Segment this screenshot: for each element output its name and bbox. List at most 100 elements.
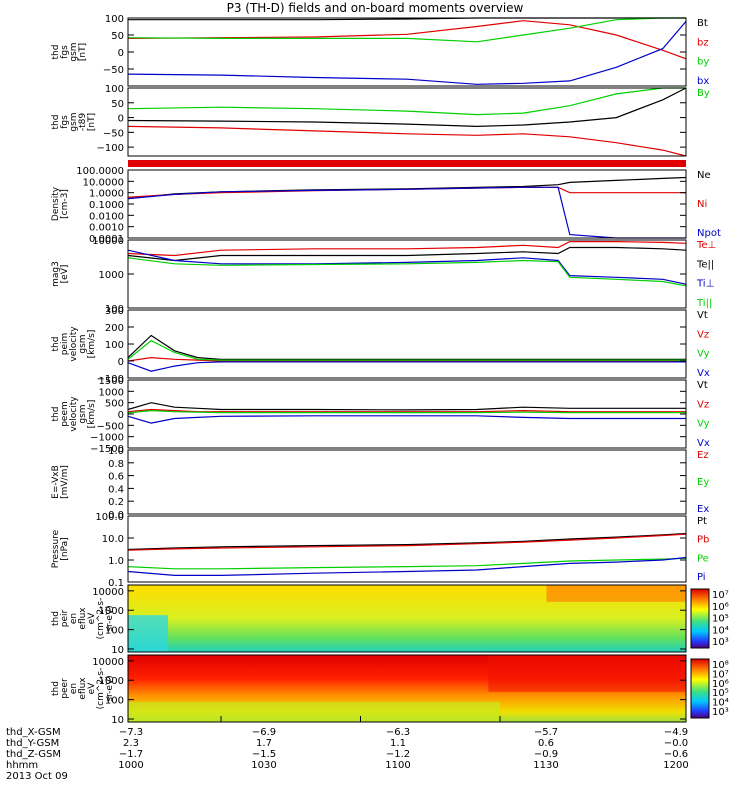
x-row-label-thd_X-GSM: thd_X-GSM (6, 727, 61, 738)
chart-title: P3 (TH-D) fields and on-board moments ov… (226, 1, 524, 15)
panel-frame-2 (127, 169, 687, 239)
y-tick-label: 0 (118, 410, 124, 421)
x-row-value: 1030 (251, 760, 276, 771)
series-line-Pt (127, 532, 687, 551)
y-axis-label: Pressure (51, 529, 61, 568)
y-tick-label: 100 (105, 14, 124, 25)
colorbar-tick-label: 10³ (712, 707, 729, 718)
y-axis-label: (cm^2-s- (96, 598, 106, 640)
y-tick-label: 1000 (99, 606, 124, 617)
y-axis-label: thd (51, 115, 61, 130)
x-row-value: −0.9 (534, 749, 558, 760)
series-line-Vt (127, 402, 686, 411)
x-row-value: −4.9 (664, 727, 688, 738)
y-tick-label: −1500 (90, 444, 124, 455)
y-axis-label: peim (60, 333, 70, 356)
x-row-value: −7.3 (119, 727, 143, 738)
y-tick-label: 100 (105, 340, 124, 351)
legend-entry-Pt: Pt (697, 516, 707, 527)
y-tick-label: 1.0 (108, 556, 124, 567)
y-tick-label: 10000 (92, 236, 124, 247)
x-row-value: 1.1 (390, 738, 406, 749)
series-line-Vy (127, 339, 686, 361)
legend-entry-Vz: Vz (697, 329, 709, 340)
y-axis-label: en (69, 613, 79, 624)
y-axis-label: velocity (69, 326, 79, 362)
colorbar-tick-label: 10⁵ (712, 688, 729, 699)
y-axis-label: E=-VxB (51, 465, 61, 499)
y-tick-label: 50 (111, 99, 124, 110)
panel-frame-5 (127, 379, 687, 449)
x-row-value: 1000 (118, 760, 143, 771)
y-tick-label: 200 (105, 323, 124, 334)
panel-frame-6 (127, 449, 687, 515)
y-tick-label: 0 (118, 48, 124, 59)
x-row-label-hhmm: hhmm (6, 760, 38, 771)
y-tick-label: 10000 (92, 657, 124, 668)
colorbar-tick-label: 10⁷ (712, 669, 729, 680)
legend-entry-Te||: Te|| (696, 259, 714, 270)
legend-entry-Ni: Ni (697, 199, 707, 210)
y-tick-label: −50 (103, 65, 124, 76)
y-tick-label: 0.0100 (89, 211, 124, 222)
y-axis-label: [nT] (78, 43, 88, 61)
colorbar-tick-label: 10³ (712, 637, 729, 648)
y-axis-label: thd (51, 407, 61, 422)
legend-entry-Bt: Bt (697, 18, 708, 29)
y-axis-label: sr-eV) (105, 605, 115, 631)
legend-entry-Pe: Pe (697, 553, 709, 564)
series-line-bz (127, 20, 687, 60)
y-axis-label: -t89 (78, 113, 88, 132)
y-tick-label: 10 (111, 715, 124, 726)
y-axis-label: peir (60, 609, 70, 627)
series-line-By (127, 87, 686, 116)
x-row-value: −0.6 (664, 749, 688, 760)
legend-entry-Ti||: Ti|| (696, 298, 712, 309)
y-tick-label: 10.0 (102, 534, 124, 545)
y-tick-label: 0.0 (108, 510, 124, 521)
spectrogram-high-energy-patch (488, 655, 686, 692)
legend-entry-By: By (697, 88, 710, 99)
panel-frame-3 (127, 239, 687, 309)
x-row-value: −6.9 (252, 727, 276, 738)
y-axis-label: sr-eV) (105, 675, 115, 701)
legend-entry-Pi: Pi (697, 572, 706, 583)
x-row-value: 0.6 (538, 738, 554, 749)
y-axis-label: eV (87, 612, 97, 625)
y-axis-label: [nPa] (60, 537, 70, 560)
x-row-value: 1130 (533, 760, 558, 771)
y-tick-label: 1000 (99, 676, 124, 687)
y-axis-label: gsm (69, 112, 79, 131)
series-line-Vx (127, 361, 686, 372)
y-tick-label: −50 (103, 128, 124, 139)
spectrogram-low-energy-patch (128, 615, 168, 652)
series-line-Te⊥ (127, 241, 687, 257)
y-axis-label: peem (60, 401, 70, 427)
y-axis-label: peer (60, 678, 70, 699)
y-tick-label: 0.1 (108, 578, 124, 589)
x-row-value: −1.7 (119, 749, 143, 760)
series-line-Ti⊥ (127, 249, 687, 285)
spectrogram-high-energy-patch (546, 585, 686, 602)
x-row-value: −5.7 (534, 727, 558, 738)
y-tick-label: 1000 (99, 270, 124, 281)
y-tick-label: 0.1000 (89, 200, 124, 211)
y-axis-label: eV (87, 682, 97, 695)
legend-entry-Vt: Vt (697, 380, 708, 391)
x-row-value: −1.2 (386, 749, 410, 760)
series-line-black (127, 87, 687, 128)
x-row-value: −0.0 (664, 738, 688, 749)
panel-frame-7 (127, 515, 687, 583)
colorbar-tick-label: 10⁴ (712, 698, 729, 709)
x-row-label-thd_Y-GSM: thd_Y-GSM (6, 738, 59, 749)
y-axis-label: eflux (78, 677, 88, 700)
y-axis-label: gsm (78, 404, 88, 423)
y-tick-label: 10 (111, 645, 124, 656)
y-axis-label: thd (51, 45, 61, 60)
y-axis-label: [cm-3] (60, 189, 70, 219)
legend-entry-Pb: Pb (697, 535, 709, 546)
y-tick-label: −100 (97, 374, 124, 385)
series-line-Ne (127, 176, 687, 200)
colorbar-tick-label: 10⁵ (712, 614, 729, 625)
